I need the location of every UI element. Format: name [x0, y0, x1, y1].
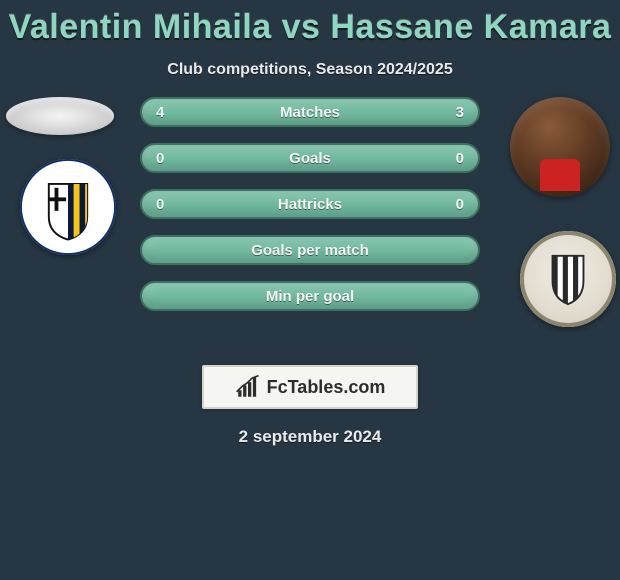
- date-text: 2 september 2024: [0, 427, 620, 447]
- subtitle: Club competitions, Season 2024/2025: [0, 61, 620, 79]
- stat-label: Hattricks: [278, 196, 342, 213]
- stat-label: Goals: [289, 150, 331, 167]
- page-title: Valentin Mihaila vs Hassane Kamara: [0, 0, 620, 47]
- stat-right-value: 0: [456, 196, 464, 213]
- club-badge-right: [520, 231, 616, 327]
- stat-bar: Min per goal: [140, 281, 480, 311]
- player-left-avatar: [6, 97, 114, 135]
- source-logo-text: FcTables.com: [267, 377, 386, 398]
- stat-bar: 4 Matches 3: [140, 97, 480, 127]
- stat-label: Goals per match: [251, 242, 369, 259]
- stat-bar: 0 Hattricks 0: [140, 189, 480, 219]
- stat-bars: 4 Matches 3 0 Goals 0 0 Hattricks 0 Goal…: [140, 97, 480, 327]
- bar-chart-icon: [235, 374, 261, 400]
- stat-label: Matches: [280, 104, 340, 121]
- stat-right-value: 3: [456, 104, 464, 121]
- stat-left-value: 0: [156, 196, 164, 213]
- stat-label: Min per goal: [266, 288, 354, 305]
- stat-left-value: 0: [156, 150, 164, 167]
- stat-right-value: 0: [456, 150, 464, 167]
- stat-left-value: 4: [156, 104, 164, 121]
- source-logo: FcTables.com: [202, 365, 418, 409]
- stat-bar: Goals per match: [140, 235, 480, 265]
- comparison-area: 4 Matches 3 0 Goals 0 0 Hattricks 0 Goal…: [0, 97, 620, 357]
- club-badge-left: [20, 159, 116, 255]
- player-right-avatar: [510, 97, 610, 197]
- stat-bar: 0 Goals 0: [140, 143, 480, 173]
